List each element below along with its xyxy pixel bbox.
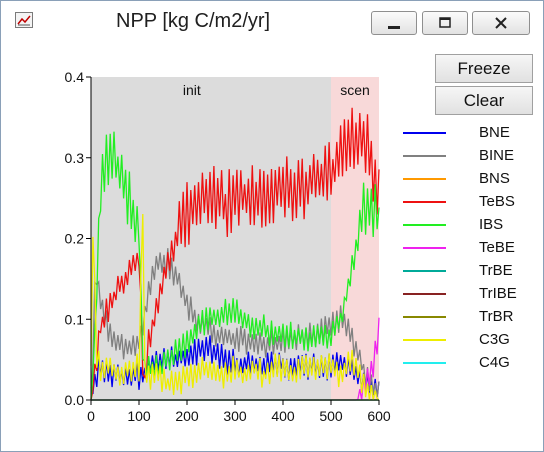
legend-label: TeBE [479, 239, 515, 256]
legend-label: BINE [479, 147, 515, 164]
y-tick-label: 0.2 [65, 231, 85, 247]
minimize-button[interactable] [371, 11, 417, 35]
close-icon [495, 17, 507, 29]
legend-swatch [403, 155, 446, 157]
x-tick-label: 100 [127, 408, 151, 424]
legend-item-trbr: TrBR [401, 306, 536, 329]
legend-swatch [403, 178, 446, 180]
legend-swatch [403, 132, 446, 134]
x-tick-label: 600 [367, 408, 391, 424]
legend-swatch [403, 293, 446, 295]
title-bar[interactable]: NPP [kg C/m2/yr] [1, 1, 543, 39]
window-title: NPP [kg C/m2/yr] [116, 10, 271, 32]
y-tick-label: 0.3 [65, 150, 85, 166]
legend-item-tribe: TrIBE [401, 283, 536, 306]
npp-chart: init scen 0.0 0.1 0.2 0.3 0.4 0 100 200 300 400 500 6… [65, 69, 391, 424]
region-label-scen: scen [340, 82, 370, 98]
chart-icon[interactable] [15, 12, 33, 28]
x-tick-label: 0 [87, 408, 95, 424]
legend-item-bne: BNE [401, 122, 536, 145]
y-tick-label: 0.1 [65, 311, 85, 327]
legend-label: BNS [479, 170, 510, 187]
legend-item-ibs: IBS [401, 214, 536, 237]
freeze-button[interactable]: Freeze [435, 54, 533, 83]
legend-swatch [403, 339, 446, 341]
series-line-ibs [90, 131, 380, 401]
legend-label: TrBR [479, 308, 514, 325]
legend-item-trbe: TrBE [401, 260, 536, 283]
y-tick-label: 0.0 [65, 392, 85, 408]
x-tick-label: 200 [175, 408, 199, 424]
clear-button[interactable]: Clear [435, 86, 533, 115]
legend-label: TrIBE [479, 285, 517, 302]
series-line-c3g [90, 213, 380, 401]
legend-swatch [403, 362, 446, 364]
legend-item-tebs: TeBS [401, 191, 536, 214]
maximize-button[interactable] [422, 11, 468, 35]
maximize-icon [439, 17, 451, 28]
legend-item-bine: BINE [401, 145, 536, 168]
y-tick-label: 0.4 [65, 69, 85, 85]
x-tick-label: 300 [223, 408, 247, 424]
x-tick-label: 400 [271, 408, 295, 424]
legend-swatch [403, 270, 446, 272]
legend-item-bns: BNS [401, 168, 536, 191]
legend-swatch [403, 316, 446, 318]
legend-label: C3G [479, 331, 510, 348]
chart-legend: BNE BINE BNS TeBS IBS TeBE TrBE TrIBE TrBR C3G C4G [401, 122, 536, 375]
legend-label: C4G [479, 354, 510, 371]
legend-item-tebe: TeBE [401, 237, 536, 260]
close-button[interactable] [472, 11, 530, 35]
x-tick-label: 500 [319, 408, 343, 424]
legend-label: TrBE [479, 262, 513, 279]
series-line-tebs [90, 107, 380, 401]
legend-label: TeBS [479, 193, 515, 210]
minimize-icon [388, 26, 400, 29]
legend-label: IBS [479, 216, 504, 233]
legend-swatch [403, 201, 446, 203]
region-label-init: init [183, 82, 201, 98]
legend-item-c4g: C4G [401, 352, 536, 375]
legend-swatch [403, 247, 446, 249]
legend-swatch [403, 224, 446, 226]
legend-label: BNE [479, 124, 510, 141]
legend-item-c3g: C3G [401, 329, 536, 352]
